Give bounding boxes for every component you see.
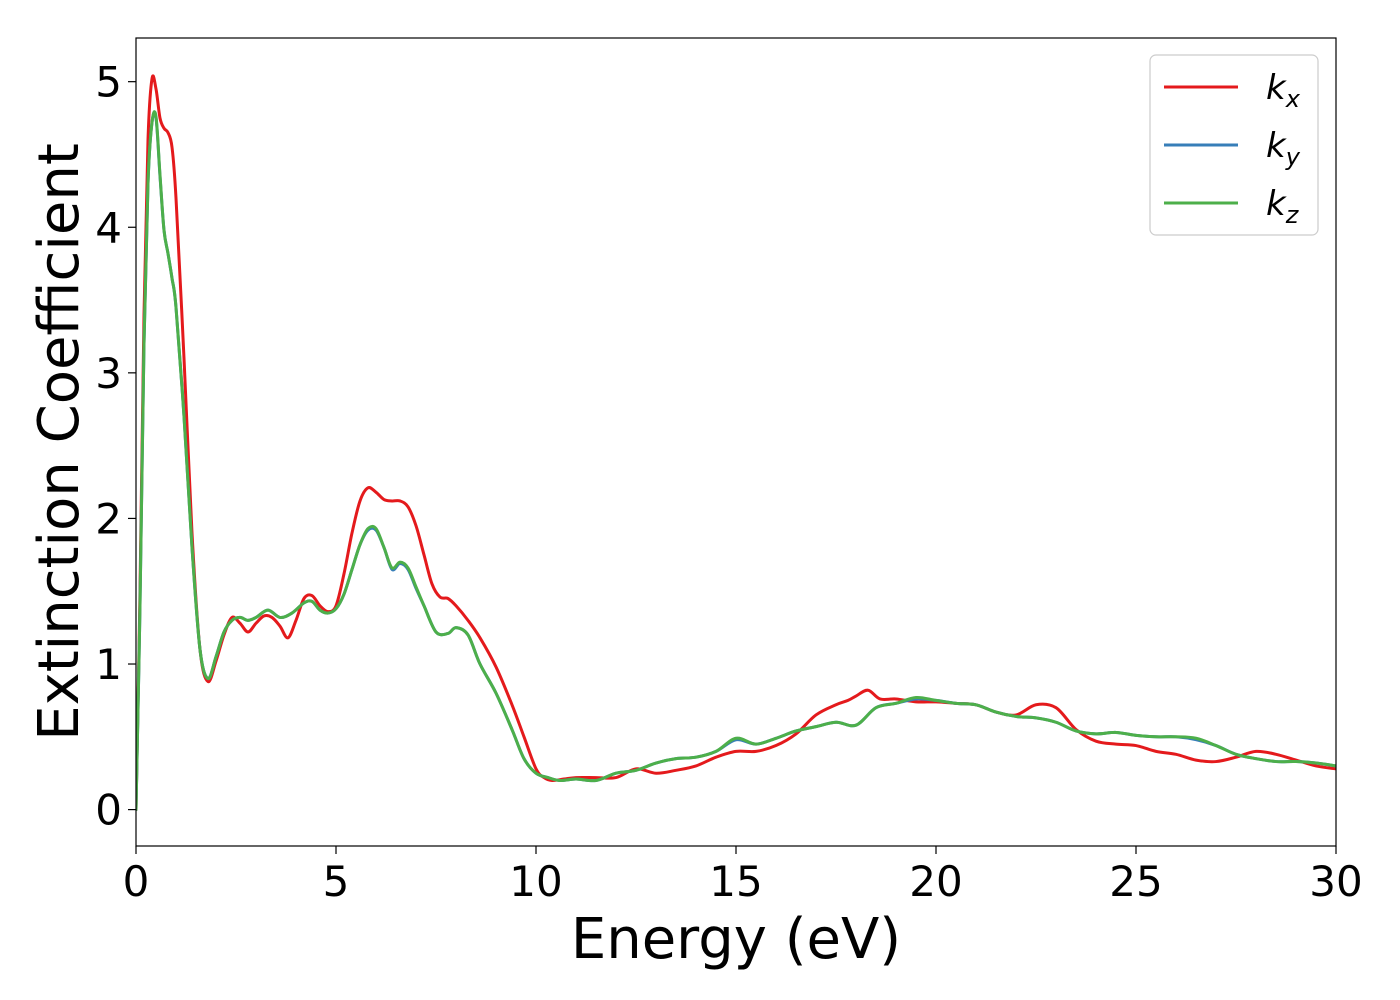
x-tick-label: 20 (909, 857, 962, 906)
y-tick-label: 5 (95, 58, 122, 107)
legend-items: kx ky kz (1164, 68, 1301, 229)
y-tick-label: 0 (95, 786, 122, 835)
legend-label-k-y: ky (1266, 126, 1301, 171)
x-axis-title: Energy (eV) (571, 907, 901, 972)
legend: kx ky kz (1149, 54, 1319, 236)
series-layer (136, 74, 1336, 812)
y-tick-label: 4 (95, 203, 122, 252)
legend-label-k-x: kx (1266, 68, 1301, 113)
x-tick-label: 5 (323, 857, 350, 906)
x-tick-label: 15 (709, 857, 762, 906)
ticks-layer: 0 5 10 15 20 25 30 0 1 2 3 4 5 (95, 58, 1362, 906)
x-tick-label: 10 (509, 857, 562, 906)
x-tick-label: 25 (1109, 857, 1162, 906)
y-tick-label: 1 (95, 640, 122, 689)
y-tick-label: 3 (95, 349, 122, 398)
x-tick-label: 30 (1309, 857, 1362, 906)
y-axis-title: Extinction Coefficient (27, 143, 92, 741)
legend-label-k-z: kz (1266, 184, 1300, 229)
x-tick-label: 0 (123, 857, 150, 906)
series-line-k-z (136, 110, 1336, 812)
y-tick-label: 2 (95, 494, 122, 543)
